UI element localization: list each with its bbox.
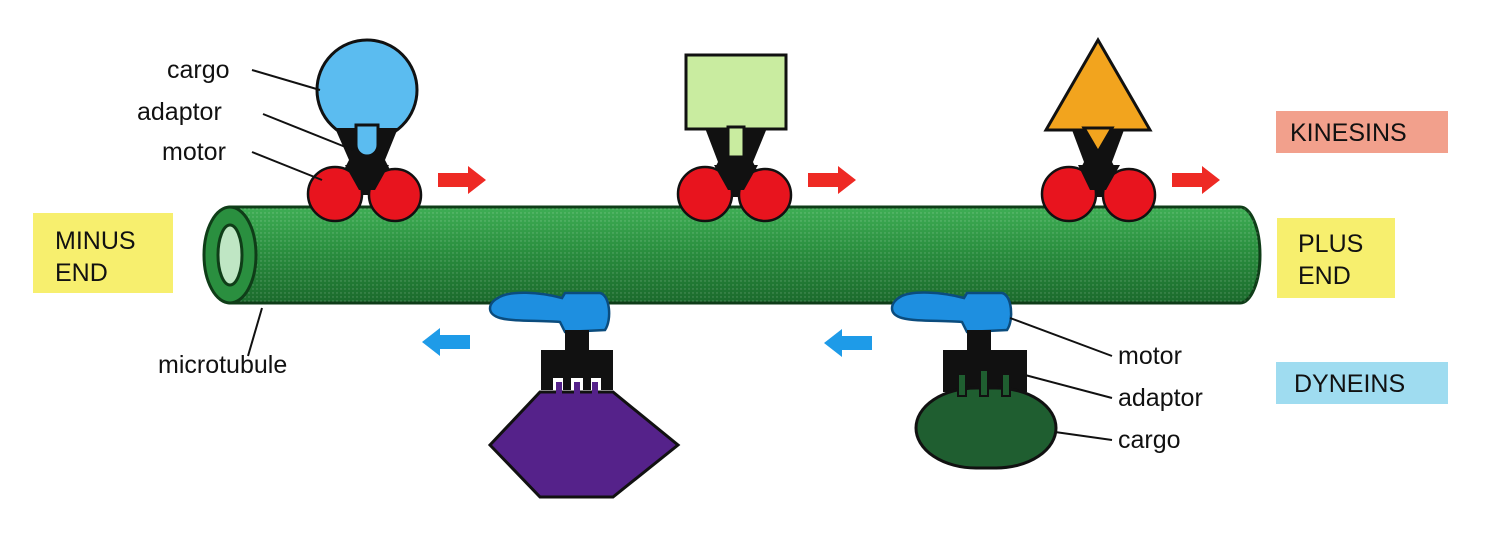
dyneins-label-box bbox=[1276, 362, 1448, 404]
microtubule bbox=[202, 205, 1262, 305]
kinesin-3-motor-head-left bbox=[1040, 165, 1098, 223]
kinesin-motor-label: motor bbox=[162, 138, 226, 166]
kinesin-2-adaptor bbox=[726, 125, 746, 159]
plus-end-label-line1: PLUS bbox=[1298, 230, 1363, 258]
dynein-adaptor-label: adaptor bbox=[1118, 384, 1203, 412]
kinesin-1 bbox=[306, 38, 423, 223]
kinesin-1-direction-arrow bbox=[438, 166, 486, 194]
microtubule-label: microtubule bbox=[158, 351, 287, 379]
kinesin-3-cargo bbox=[1043, 37, 1153, 132]
kinesin-2-cargo bbox=[684, 53, 788, 131]
kinesin-2-motor-head-right bbox=[737, 167, 793, 223]
minus-end-label-line1: MINUS bbox=[55, 227, 136, 255]
dynein-2-motor-stalk bbox=[967, 330, 991, 352]
kinesin-adaptor-label: adaptor bbox=[137, 98, 222, 126]
dynein-1-direction-arrow bbox=[422, 328, 470, 356]
plus-end-label-box bbox=[1277, 218, 1395, 298]
dynein-2 bbox=[890, 291, 1058, 470]
dynein-1-motor-head bbox=[488, 291, 611, 334]
minus-end-label-line2: END bbox=[55, 259, 108, 287]
dynein-1-cargo bbox=[487, 390, 681, 499]
dynein-1-motor-stalk bbox=[565, 330, 589, 352]
leader-lines bbox=[247, 69, 1113, 441]
dynein-1 bbox=[487, 291, 681, 499]
kinesin-1-adaptor bbox=[354, 123, 380, 158]
kinesin-2-motor-head-left bbox=[676, 165, 734, 223]
kinesin-1-motor-head-right bbox=[367, 167, 423, 223]
kinesin-2 bbox=[676, 53, 793, 223]
dynein-cargo-label: cargo bbox=[1118, 426, 1181, 454]
kinesin-2-direction-arrow bbox=[808, 166, 856, 194]
dynein-2-direction-arrow bbox=[824, 329, 872, 357]
kinesin-3-direction-arrow bbox=[1172, 166, 1220, 194]
kinesins-label-box bbox=[1276, 111, 1448, 153]
minus-end-label-box bbox=[33, 213, 173, 293]
kinesin-cargo-label: cargo bbox=[167, 56, 230, 84]
dynein-motor-label: motor bbox=[1118, 342, 1182, 370]
dynein-2-motor-head bbox=[890, 291, 1013, 334]
kinesin-3-motor-head-right bbox=[1101, 167, 1157, 223]
plus-end-label-line2: END bbox=[1298, 262, 1351, 290]
dynein-1-adaptor bbox=[541, 350, 613, 390]
kinesin-3 bbox=[1040, 37, 1157, 223]
kinesin-3-adaptor bbox=[1081, 126, 1115, 155]
dynein-2-cargo bbox=[914, 386, 1058, 470]
dyneins-label: DYNEINS bbox=[1294, 370, 1405, 398]
kinesins-label: KINESINS bbox=[1290, 119, 1407, 147]
